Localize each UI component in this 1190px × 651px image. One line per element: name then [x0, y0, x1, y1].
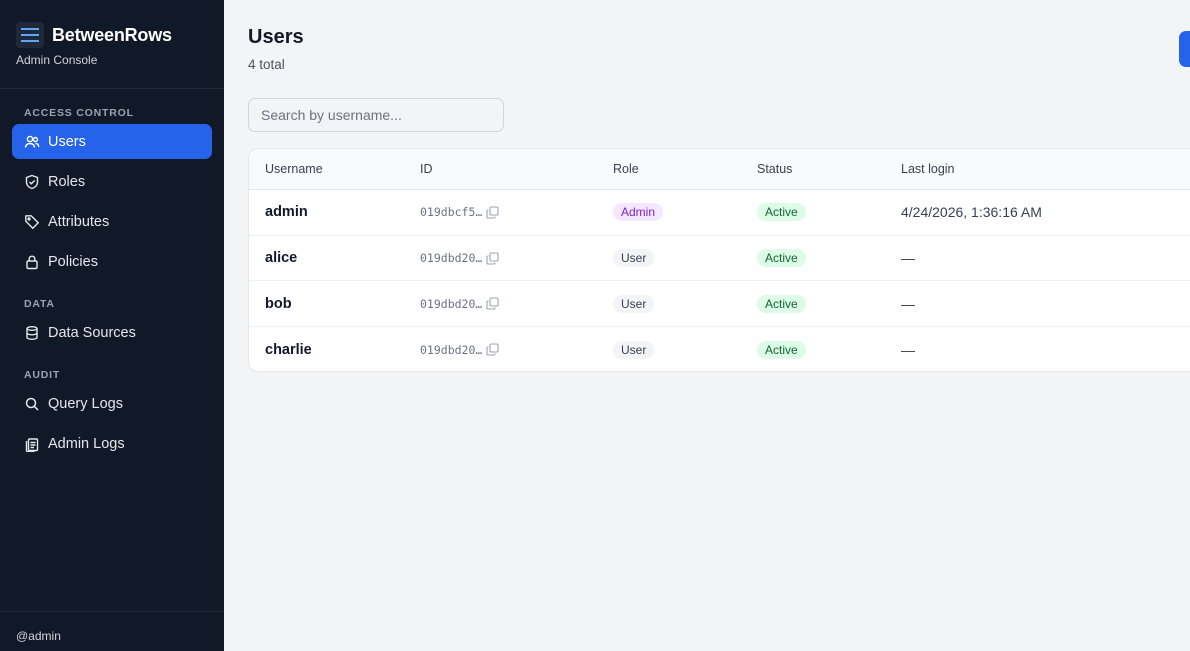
- clipboard-icon: [24, 436, 40, 452]
- users-icon: [24, 134, 40, 150]
- table-row[interactable]: bob 019dbd20… User Active —: [249, 281, 1190, 328]
- user-id: 019dbd20…: [420, 342, 483, 357]
- status-cell: Active: [757, 249, 806, 268]
- last-login: —: [901, 341, 915, 358]
- username[interactable]: bob: [265, 295, 292, 312]
- user-id: 019dbcf5…: [420, 205, 483, 220]
- role-badge: User: [613, 294, 655, 313]
- role-badge: User: [613, 249, 655, 268]
- column-header-last-login[interactable]: Last login: [901, 162, 955, 176]
- copy-icon[interactable]: [486, 297, 499, 310]
- role-badge: User: [613, 340, 655, 359]
- last-login: —: [901, 295, 915, 312]
- page-title: Users: [248, 26, 304, 48]
- sidebar-item-attributes[interactable]: Attributes: [12, 204, 212, 239]
- section-label-data: DATA: [24, 298, 55, 310]
- add-user-button[interactable]: [1179, 31, 1190, 67]
- id-cell: 019dbd20…: [420, 343, 499, 357]
- brand: BetweenRows: [16, 22, 172, 48]
- status-badge: Active: [757, 203, 806, 222]
- sidebar-item-label: Roles: [48, 173, 86, 190]
- users-table: Username ID Role Status Last login admin…: [248, 148, 1190, 372]
- user-id: 019dbd20…: [420, 296, 483, 311]
- status-cell: Active: [757, 294, 806, 313]
- status-cell: Active: [757, 203, 806, 222]
- username[interactable]: charlie: [265, 341, 312, 358]
- sidebar-item-policies[interactable]: Policies: [12, 244, 212, 279]
- shield-icon: [24, 174, 40, 190]
- role-badge: Admin: [613, 203, 664, 222]
- sidebar-item-label: Policies: [48, 253, 98, 270]
- role-cell: Admin: [613, 203, 664, 222]
- menu-icon[interactable]: [16, 22, 44, 48]
- id-cell: 019dbcf5…: [420, 205, 499, 219]
- table-header: Username ID Role Status Last login: [249, 149, 1190, 190]
- sidebar: BetweenRows Admin Console ACCESS CONTROL…: [0, 0, 224, 651]
- sidebar-divider: [0, 88, 224, 89]
- last-login: 4/24/2026, 1:36:16 AM: [901, 204, 1042, 221]
- section-label-access-control: ACCESS CONTROL: [24, 107, 134, 119]
- lock-icon: [24, 254, 40, 270]
- column-header-id[interactable]: ID: [420, 162, 433, 176]
- status-badge: Active: [757, 249, 806, 268]
- role-cell: User: [613, 294, 655, 313]
- sidebar-footer-divider: [0, 611, 224, 612]
- current-user: @admin: [16, 629, 61, 643]
- database-icon: [24, 325, 40, 341]
- main-content: Users 4 total Username ID Role Status La…: [224, 0, 1190, 651]
- status-badge: Active: [757, 294, 806, 313]
- search-icon: [24, 396, 40, 412]
- sidebar-item-label: Admin Logs: [48, 435, 125, 452]
- username[interactable]: alice: [265, 250, 298, 267]
- search-input[interactable]: [248, 98, 504, 132]
- column-header-username[interactable]: Username: [265, 162, 323, 176]
- id-cell: 019dbd20…: [420, 297, 499, 311]
- copy-icon[interactable]: [486, 343, 499, 356]
- app-subtitle: Admin Console: [16, 53, 98, 67]
- sidebar-item-label: Attributes: [48, 213, 110, 230]
- copy-icon[interactable]: [486, 206, 499, 219]
- sidebar-item-data-sources[interactable]: Data Sources: [12, 315, 212, 350]
- status-cell: Active: [757, 340, 806, 359]
- app-name: BetweenRows: [52, 24, 172, 45]
- sidebar-item-label: Query Logs: [48, 395, 123, 412]
- column-header-status[interactable]: Status: [757, 162, 793, 176]
- tag-icon: [24, 214, 40, 230]
- copy-icon[interactable]: [486, 251, 499, 265]
- last-login: —: [901, 250, 915, 267]
- section-label-audit: AUDIT: [24, 369, 61, 381]
- table-row[interactable]: admin 019dbcf5… Admin Active 4/24/2026, …: [249, 190, 1190, 236]
- role-cell: User: [613, 340, 655, 359]
- user-id: 019dbd20…: [420, 251, 483, 266]
- status-badge: Active: [757, 340, 806, 359]
- username[interactable]: admin: [265, 204, 308, 221]
- sidebar-item-roles[interactable]: Roles: [12, 164, 212, 199]
- id-cell: 019dbd20…: [420, 251, 499, 265]
- sidebar-item-users[interactable]: Users: [12, 124, 212, 159]
- role-cell: User: [613, 249, 655, 268]
- user-count: 4 total: [248, 57, 285, 72]
- sidebar-item-label: Data Sources: [48, 324, 136, 341]
- sidebar-item-admin-logs[interactable]: Admin Logs: [12, 426, 212, 461]
- table-row[interactable]: alice 019dbd20… User Active —: [249, 236, 1190, 282]
- sidebar-item-label: Users: [48, 133, 86, 150]
- column-header-role[interactable]: Role: [613, 162, 639, 176]
- sidebar-item-query-logs[interactable]: Query Logs: [12, 386, 212, 421]
- table-row[interactable]: charlie 019dbd20… User Active —: [249, 327, 1190, 371]
